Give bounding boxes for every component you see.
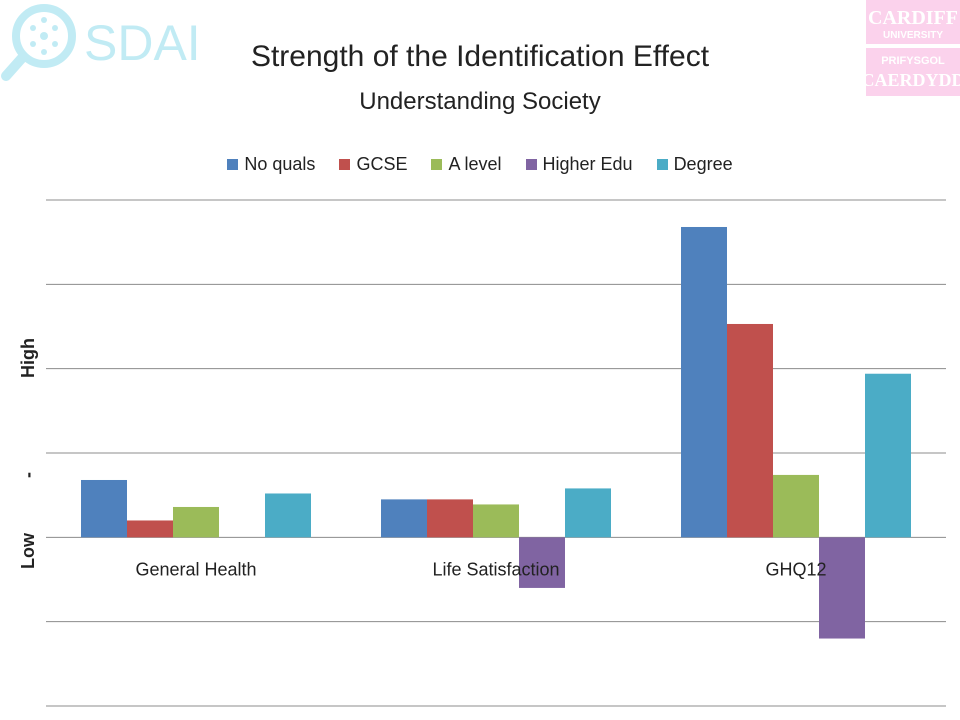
bar-a-level-life-satisfaction: [473, 504, 519, 538]
bar-degree-general-health: [265, 493, 311, 538]
legend-swatch: [227, 159, 239, 170]
bars: [81, 226, 911, 639]
chart-legend: No quals GCSE A level Higher Edu Degree: [0, 154, 960, 175]
legend-swatch: [656, 159, 668, 170]
y-axis-label-part: High: [18, 338, 38, 378]
bar-no-quals-general-health: [81, 479, 127, 538]
category-label: Life Satisfaction: [432, 559, 559, 579]
category-label: GHQ12: [765, 559, 826, 579]
bar-a-level-ghq12: [773, 474, 819, 538]
gridlines: [46, 199, 946, 707]
bar-gcse-ghq12: [727, 323, 773, 538]
bar-gcse-general-health: [127, 520, 173, 538]
bar-gcse-life-satisfaction: [427, 499, 473, 538]
chart-subtitle: Understanding Society: [359, 88, 601, 115]
bar-degree-ghq12: [865, 373, 911, 538]
legend-item: GCSE: [339, 154, 407, 175]
bar-higher-edu-ghq12: [819, 537, 865, 639]
sdai-logo: SDAI: [1, 4, 201, 81]
bar-no-quals-life-satisfaction: [381, 499, 427, 538]
legend-label: Degree: [673, 154, 733, 174]
svg-text:PRIFYSGOL: PRIFYSGOL: [881, 55, 945, 67]
sdai-logo-text: SDAI: [84, 15, 201, 71]
y-axis-label-part: -: [18, 472, 38, 478]
bar-no-quals-ghq12: [681, 226, 727, 538]
legend-item: Higher Edu: [525, 154, 633, 175]
svg-text:UNIVERSITY: UNIVERSITY: [883, 30, 943, 41]
bar-degree-life-satisfaction: [565, 488, 611, 538]
y-axis-label: Low - High: [18, 338, 38, 569]
cardiff-university-logo: CARDIFF UNIVERSITY PRIFYSGOL CAERDYDD: [866, 0, 960, 96]
chart-title: Strength of the Identification Effect: [250, 40, 710, 73]
legend-label: Higher Edu: [542, 154, 633, 174]
bar-higher-edu-life-satisfaction: [519, 537, 565, 588]
category-labels: General Health Life Satisfaction GHQ12: [135, 559, 826, 579]
legend-label: No quals: [244, 154, 316, 174]
legend-swatch: [525, 159, 537, 170]
legend-swatch: [339, 159, 351, 170]
legend-item: A level: [431, 154, 502, 175]
legend-item: Degree: [656, 154, 733, 175]
bar-a-level-general-health: [173, 506, 219, 538]
y-axis-label-part: Low: [18, 532, 38, 569]
legend-swatch: [431, 159, 443, 170]
legend-label: GCSE: [356, 154, 408, 174]
svg-text:CARDIFF: CARDIFF: [868, 7, 958, 29]
legend-label: A level: [448, 154, 502, 174]
category-label: General Health: [135, 559, 256, 579]
svg-text:CAERDYDD: CAERDYDD: [866, 70, 960, 90]
legend-item: No quals: [227, 154, 315, 175]
